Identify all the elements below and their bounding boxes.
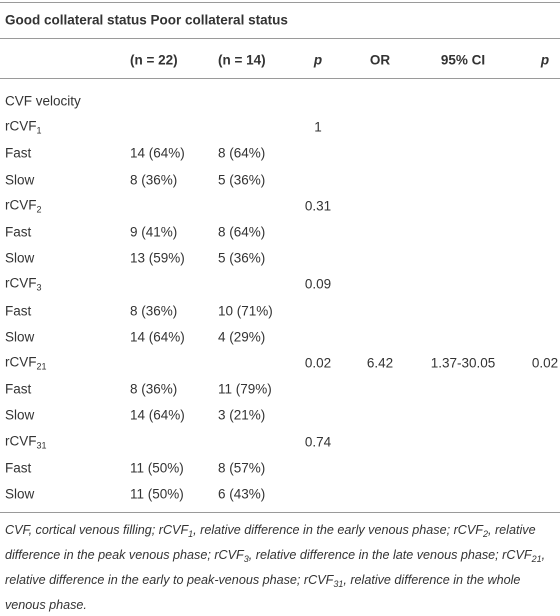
footnote-text: CVF, cortical venous filling; rCVF: [5, 523, 189, 537]
column-header: (n = 22): [130, 52, 178, 68]
row-label: Slow: [5, 329, 35, 345]
cell-value: 5 (36%): [218, 172, 266, 188]
footnote: CVF, cortical venous filling; rCVF1, rel…: [5, 520, 555, 616]
cell-value: 13 (59%): [130, 250, 185, 266]
cell-value: 0.02: [531, 355, 559, 371]
rule: [0, 78, 560, 79]
cell-value: 8 (64%): [218, 224, 266, 240]
cell-value: 9 (41%): [130, 224, 178, 240]
cell-value: 8 (36%): [130, 381, 178, 397]
label-base: rCVF: [5, 197, 37, 213]
cell-value: 8 (36%): [130, 303, 178, 319]
rule: [0, 38, 560, 39]
footnote-text: , relative difference in the early venou…: [193, 523, 483, 537]
cell-value: 14 (64%): [130, 407, 185, 423]
cell-value: 14 (64%): [130, 329, 185, 345]
cell-value: 4 (29%): [218, 329, 266, 345]
footnote-subscript: 31: [333, 579, 344, 589]
row-label: CVF velocity: [5, 93, 81, 109]
rule: [0, 512, 560, 513]
cell-value: 5 (36%): [218, 250, 266, 266]
label-subscript: 2: [36, 204, 42, 215]
footnote-text: , relative difference in the early to pe…: [5, 548, 546, 587]
row-label: rCVF1: [5, 119, 42, 136]
column-header: (n = 14): [218, 52, 266, 68]
cell-value: 6 (43%): [218, 486, 266, 502]
cell-value: 0.09: [304, 276, 332, 292]
row-label: rCVF3: [5, 276, 42, 293]
cell-value: 0.74: [304, 434, 332, 450]
cell-value: 8 (36%): [130, 172, 178, 188]
cell-value: 6.42: [366, 355, 394, 371]
rule: [0, 2, 560, 3]
cell-value: 14 (64%): [130, 145, 185, 161]
cell-value: 3 (21%): [218, 407, 266, 423]
cell-value: 0.02: [304, 355, 332, 371]
row-label: rCVF31: [5, 433, 47, 450]
label-base: rCVF: [5, 118, 37, 134]
row-label: Slow: [5, 486, 35, 502]
cell-value: 11 (50%): [130, 486, 184, 502]
row-label: Fast: [5, 145, 32, 161]
footnote-subscript: 1: [188, 529, 194, 539]
footnote-text: , relative difference in the late venous…: [248, 548, 532, 562]
row-label: rCVF21: [5, 355, 47, 372]
table-title: Good collateral status Poor collateral s…: [5, 12, 288, 28]
row-label: rCVF2: [5, 197, 42, 214]
cell-value: 10 (71%): [218, 303, 273, 319]
column-header: p: [540, 52, 550, 68]
label-subscript: 31: [36, 440, 47, 451]
footnote-text: , relative difference in the peak venous…: [5, 523, 536, 562]
label-subscript: 1: [36, 125, 42, 136]
row-label: Slow: [5, 250, 35, 266]
column-header: p: [313, 52, 323, 68]
row-label: Slow: [5, 407, 35, 423]
cell-value: 0.31: [304, 198, 332, 214]
label-base: rCVF: [5, 354, 37, 370]
cell-value: 8 (64%): [218, 145, 266, 161]
label-base: rCVF: [5, 433, 37, 449]
row-label: Fast: [5, 224, 32, 240]
row-label: Fast: [5, 303, 32, 319]
label-subscript: 21: [36, 361, 47, 372]
cell-value: 8 (57%): [218, 460, 266, 476]
cell-value: 11 (79%): [218, 381, 272, 397]
cell-value: 1.37-30.05: [430, 355, 496, 371]
row-label: Fast: [5, 460, 32, 476]
column-header: OR: [369, 52, 391, 68]
cell-value: 11 (50%): [130, 460, 184, 476]
label-base: rCVF: [5, 275, 37, 291]
column-header: 95% CI: [440, 52, 486, 68]
cell-value: 1: [314, 119, 322, 135]
row-label: Slow: [5, 172, 35, 188]
footnote-subscript: 3: [243, 554, 249, 564]
footnote-subscript: 2: [482, 529, 488, 539]
label-subscript: 3: [36, 282, 42, 293]
footnote-subscript: 21: [531, 554, 542, 564]
row-label: Fast: [5, 381, 32, 397]
